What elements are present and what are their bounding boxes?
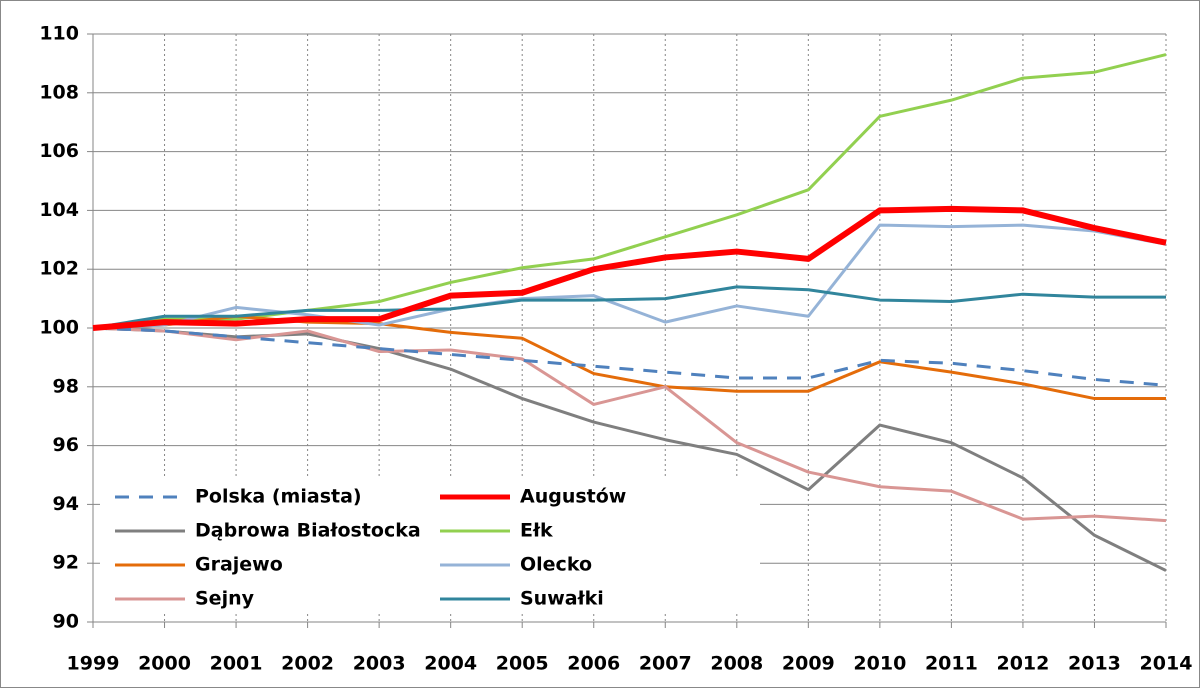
x-tick-label: 2000 (138, 653, 191, 675)
y-tick-label: 94 (53, 493, 79, 515)
x-tick-label: 2003 (353, 653, 406, 675)
x-tick-label: 1999 (67, 653, 120, 675)
x-tick-label: 2008 (710, 653, 763, 675)
y-tick-label: 102 (39, 258, 79, 280)
legend-label: Dąbrowa Białostocka (195, 520, 421, 542)
y-tick-label: 108 (39, 81, 79, 103)
legend-label: Sejny (195, 588, 255, 610)
y-tick-label: 90 (53, 611, 79, 633)
x-tick-label: 2011 (925, 653, 978, 675)
x-tick-label: 2002 (281, 653, 334, 675)
legend-label: Olecko (520, 554, 592, 576)
legend-label: Augustów (520, 486, 626, 508)
legend-label: Polska (miasta) (195, 486, 362, 508)
series-line (92, 326, 1167, 387)
y-tick-label: 104 (39, 199, 79, 221)
x-tick-label: 2005 (496, 653, 549, 675)
series-line (92, 285, 1166, 330)
x-tick-label: 2001 (210, 653, 263, 675)
y-tick-label: 100 (39, 317, 79, 339)
series-line (92, 205, 1167, 331)
x-tick-label: 2007 (639, 653, 692, 675)
x-tick-label: 2006 (567, 653, 620, 675)
y-tick-label: 106 (39, 140, 79, 162)
legend-label: Suwałki (520, 588, 604, 610)
series-line (92, 326, 1167, 523)
legend-label: Ełk (520, 520, 553, 542)
x-tick-label: 2012 (996, 653, 1049, 675)
x-tick-label: 2013 (1068, 653, 1121, 675)
x-tick-label: 2014 (1140, 653, 1193, 675)
x-tick-label: 2004 (424, 653, 477, 675)
legend-label: Grajewo (195, 554, 283, 576)
y-tick-label: 92 (53, 552, 79, 574)
series-line (92, 223, 1167, 330)
x-tick-label: 2010 (853, 653, 906, 675)
x-tick-label: 2009 (782, 653, 835, 675)
y-tick-label: 110 (39, 23, 79, 45)
y-tick-label: 98 (53, 375, 79, 397)
y-tick-label: 96 (53, 434, 79, 456)
legend-box (100, 478, 760, 614)
legend: Polska (miasta) Augustów Dąbrowa Białostoc… (100, 478, 760, 614)
